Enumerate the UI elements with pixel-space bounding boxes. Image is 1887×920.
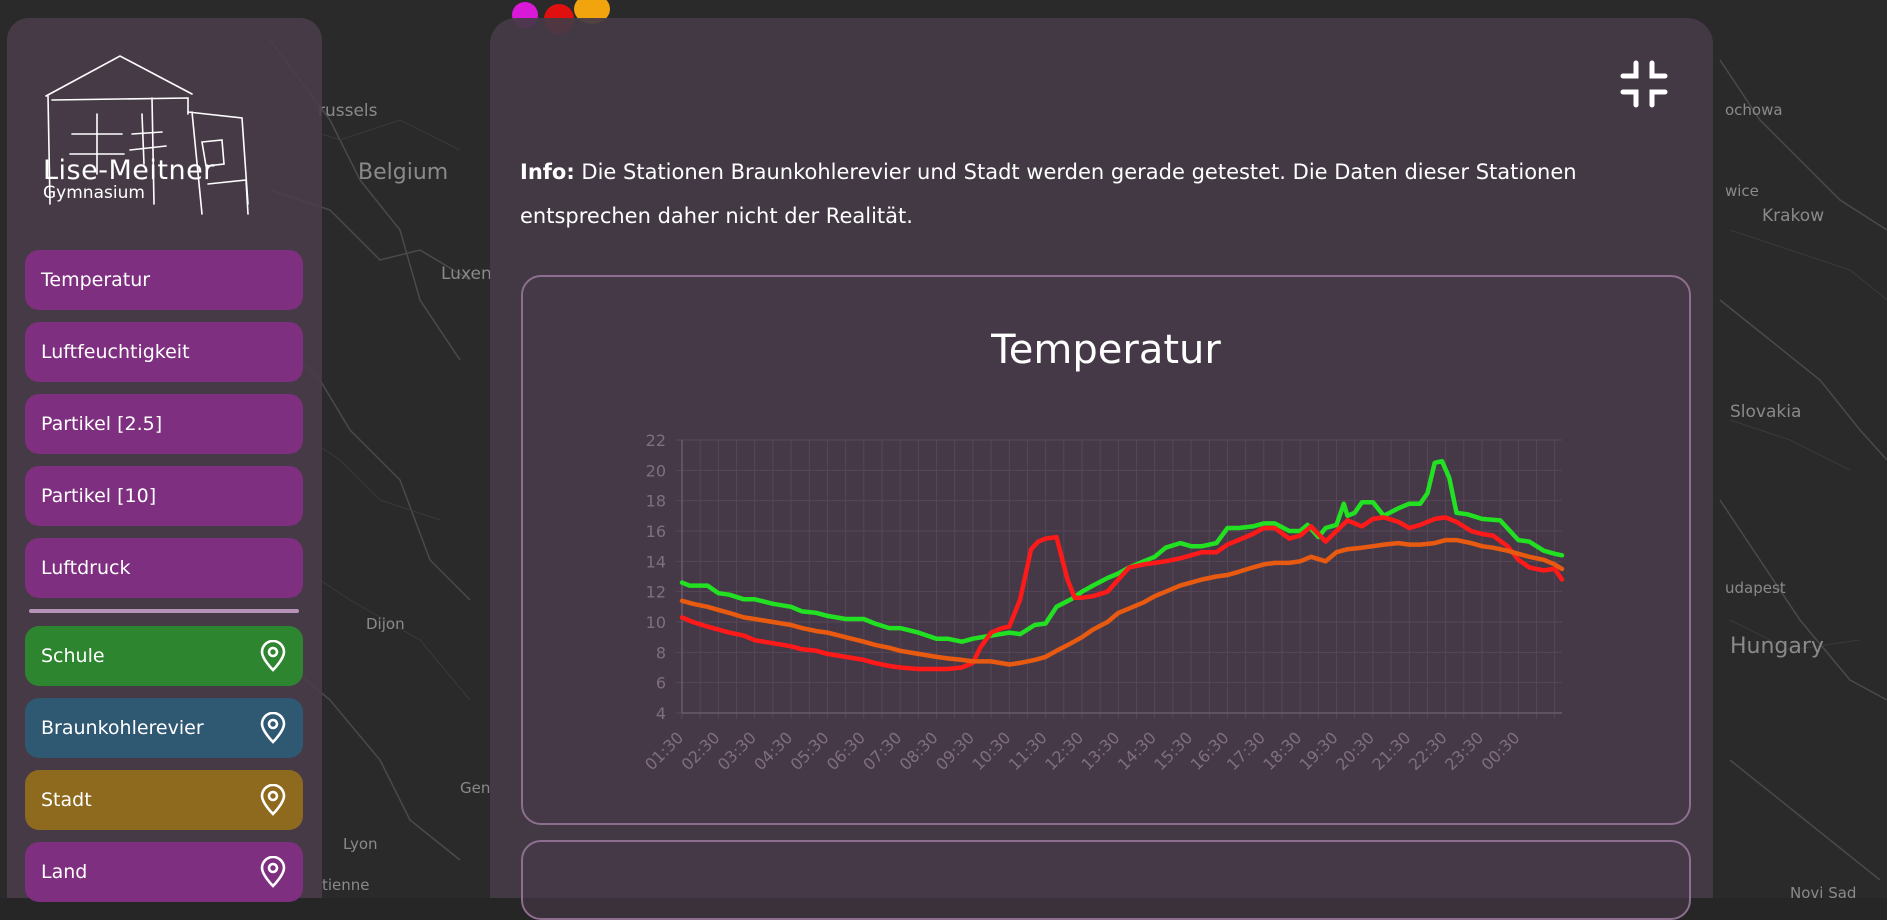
map-label: ochowa [1725,101,1783,119]
info-message: Die Stationen Braunkohlerevier und Stadt… [520,160,1577,228]
map-label: Dijon [366,615,405,633]
x-tick-label: 17:30 [1223,728,1269,774]
y-tick-label: 8 [656,643,666,662]
school-subtitle: Gymnasium [43,183,145,203]
nav-label: Partikel [2.5] [41,413,163,435]
temperature-chart-card: Temperatur 4 6 8 10 12 14 16 18 20 22 01:30 02:30 03… [521,275,1691,825]
info-text: Info: Die Stationen Braunkohlerevier und… [520,150,1680,238]
x-tick-label: 14:30 [1114,728,1160,774]
x-tick-label: 02:30 [677,728,723,774]
series-line [679,537,1565,667]
station-braunkohlerevier-button[interactable]: Braunkohlerevier [25,698,303,758]
series-line [679,458,1565,644]
map-label: Hungary [1730,634,1824,659]
y-tick-label: 14 [646,552,666,571]
nav-label: Luftfeuchtigkeit [41,341,190,363]
series-line [679,515,1565,672]
x-tick-label: 08:30 [896,728,942,774]
map-label: Belgium [358,160,449,185]
location-pin-icon [260,712,286,744]
y-tick-label: 6 [656,674,666,693]
station-land-button[interactable]: Land [25,842,303,902]
x-tick-label: 16:30 [1187,728,1233,774]
y-tick-label: 12 [646,583,666,602]
nav-partikel-2-5[interactable]: Partikel [2.5] [25,394,303,454]
x-tick-label: 09:30 [932,728,978,774]
station-stadt-button[interactable]: Stadt [25,770,303,830]
temperature-chart: 4 6 8 10 12 14 16 18 20 22 01:3002:3003:3004:3005:… [641,431,1565,774]
location-pin-icon [260,784,286,816]
school-logo [45,55,249,215]
y-tick-label: 18 [646,492,666,511]
map-label: tienne [322,876,370,894]
x-tick-label: 03:30 [714,728,760,774]
map-label: udapest [1725,579,1786,597]
chart-title: Temperatur [991,327,1221,373]
school-name: Lise-Meitner [43,155,215,186]
x-tick-label: 10:30 [968,728,1014,774]
x-tick-label: 22:30 [1405,728,1451,774]
second-chart-card [521,840,1691,920]
x-tick-label: 15:30 [1150,728,1196,774]
y-tick-label: 4 [656,704,666,723]
x-tick-label: 01:30 [641,728,687,774]
collapse-icon[interactable] [1620,60,1668,108]
location-pin-icon [260,640,286,672]
map-label: Gen [460,779,491,797]
y-tick-label: 22 [646,431,666,450]
map-label: wice [1725,182,1759,200]
x-tick-label: 19:30 [1296,728,1342,774]
x-tick-label: 07:30 [859,728,905,774]
sidebar [7,18,322,898]
map-label: Novi Sad [1790,884,1857,902]
nav-label: Luftdruck [41,557,131,579]
x-tick-label: 23:30 [1441,728,1487,774]
station-label: Braunkohlerevier [41,717,204,739]
y-tick-label: 10 [646,613,666,632]
x-tick-label: 05:30 [787,728,833,774]
station-schule-button[interactable]: Schule [25,626,303,686]
x-tick-label: 04:30 [750,728,796,774]
station-label: Land [41,861,88,883]
nav-label: Partikel [10] [41,485,157,507]
sidebar-divider [29,609,299,613]
x-tick-label: 12:30 [1041,728,1087,774]
x-tick-label: 21:30 [1368,728,1414,774]
map-label: Lyon [343,835,378,853]
info-label: Info: [520,160,575,184]
map-label: russels [318,101,378,121]
y-tick-label: 20 [646,461,666,480]
nav-partikel-10[interactable]: Partikel [10] [25,466,303,526]
nav-temperatur[interactable]: Temperatur [25,250,303,310]
y-tick-label: 16 [646,522,666,541]
location-pin-icon [260,856,286,888]
x-tick-label: 06:30 [823,728,869,774]
map-label: Luxen [441,264,492,284]
map-label: Krakow [1762,206,1825,226]
map-label: Slovakia [1730,402,1802,422]
x-tick-label: 13:30 [1077,728,1123,774]
x-tick-label: 18:30 [1259,728,1305,774]
nav-label: Temperatur [41,269,151,291]
x-tick-label: 11:30 [1005,728,1051,774]
station-label: Stadt [41,789,92,811]
x-tick-label: 20:30 [1332,728,1378,774]
station-label: Schule [41,645,105,667]
nav-luftfeuchtigkeit[interactable]: Luftfeuchtigkeit [25,322,303,382]
x-tick-label: 00:30 [1477,728,1523,774]
nav-luftdruck[interactable]: Luftdruck [25,538,303,598]
